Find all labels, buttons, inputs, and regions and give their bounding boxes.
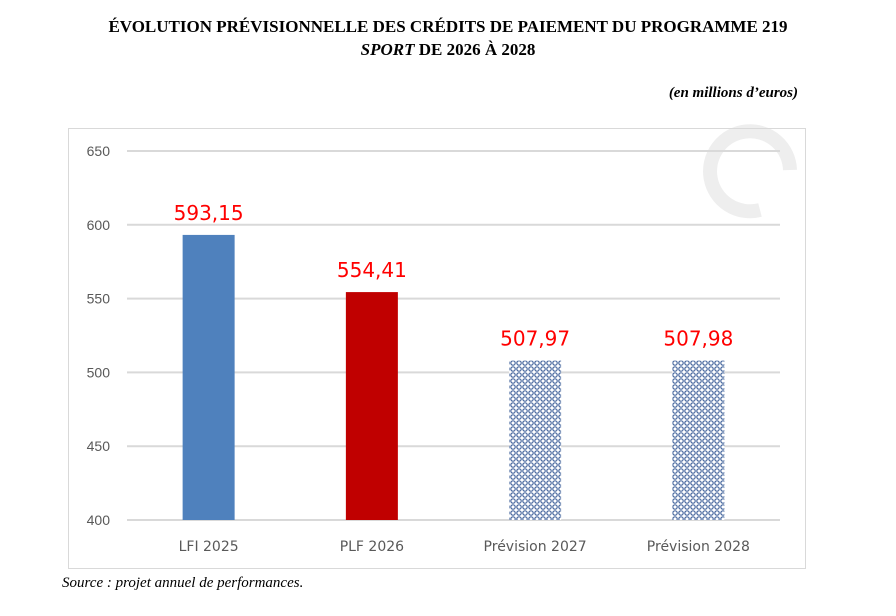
- watermark: [703, 124, 797, 219]
- x-tick-label: LFI 2025: [179, 539, 239, 555]
- x-tick-label: PLF 2026: [340, 539, 404, 555]
- x-tick-label: Prévision 2028: [647, 539, 750, 555]
- y-tick-label: 550: [87, 291, 111, 307]
- bar: [345, 292, 398, 520]
- bar: [672, 360, 725, 520]
- unit-label: (en millions d’euros): [668, 85, 798, 101]
- chart-title-line2: SPORT DE 2026 À 2028: [0, 40, 896, 60]
- x-tick-label: Prévision 2027: [484, 539, 587, 555]
- bar: [509, 360, 562, 520]
- chart-frame: [68, 128, 806, 569]
- y-tick-label: 450: [87, 438, 111, 454]
- program-name: SPORT: [360, 40, 415, 59]
- data-label: 593,15: [174, 201, 244, 225]
- data-label: 554,41: [337, 258, 407, 282]
- chart-title-line1: ÉVOLUTION PRÉVISIONNELLE DES CRÉDITS DE …: [108, 17, 788, 36]
- title-years: DE 2026 À 2028: [414, 40, 536, 59]
- data-label: 507,98: [663, 327, 733, 351]
- y-tick-label: 650: [87, 143, 111, 159]
- y-tick-label: 500: [87, 364, 111, 380]
- source-note: Source : projet annuel de performances.: [62, 575, 304, 591]
- y-tick-label: 600: [87, 217, 111, 233]
- data-label: 507,97: [500, 327, 570, 351]
- y-tick-label: 400: [87, 512, 111, 528]
- bar: [182, 234, 235, 521]
